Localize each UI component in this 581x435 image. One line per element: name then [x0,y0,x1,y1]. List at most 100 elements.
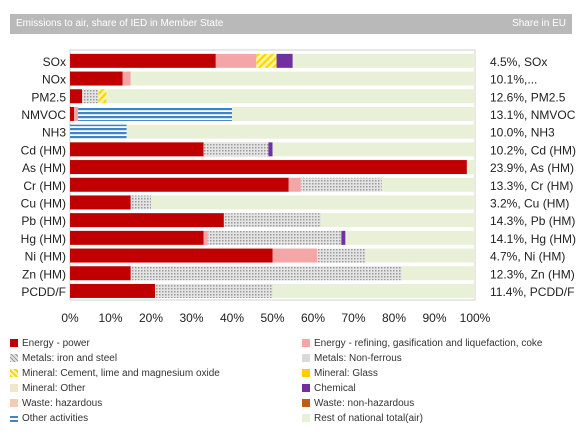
chart-header: Emissions to air, share of IED in Member… [10,14,572,34]
legend-swatch [302,354,310,362]
bar-segment [122,71,131,86]
legend-label: Waste: non-hazardous [314,398,415,409]
category-label: Zn (HM) [22,267,66,281]
stacked-bar-chart: SOx NOx PM2.5 NMVOC NH3 Cd (HM) As (HM) Cr (HM)… [21,49,576,325]
bars-layer [70,53,475,298]
share-label: 3.2%, Cu (HM) [490,196,569,210]
bar-segment [341,230,346,245]
bar-segment [70,230,204,245]
bar-segment [74,106,79,121]
category-label: Cd (HM) [21,143,66,157]
bar-segment [70,124,127,139]
bar-segment [151,195,475,210]
share-label: 4.7%, Ni (HM) [490,250,565,264]
bar-segment [70,266,131,281]
legend-item: Waste: hazardous [10,398,102,410]
legend-swatch [10,399,18,407]
bar-segment [292,53,475,68]
bar-segment [256,53,277,68]
legend-swatch [302,414,310,422]
legend-swatch [302,339,310,347]
category-label: NOx [42,73,66,87]
share-labels: 4.5%, SOx 10.1%,... 12.6%, PM2.5 13.1%, NMV… [490,55,576,299]
x-tick-label: 100% [460,311,491,325]
share-label: 12.3%, Zn (HM) [490,267,575,281]
bar-segment [215,53,257,68]
bar-segment [126,124,475,139]
legend-item: Mineral: Other [10,383,85,395]
bar-segment [402,266,475,281]
bar-segment [232,106,475,121]
share-label: 14.1%, Hg (HM) [490,232,576,246]
bar-segment [272,283,475,298]
legend-item: Mineral: Cement, lime and magnesium oxid… [10,368,220,380]
bar-segment [70,283,156,298]
bar-segment [70,248,273,263]
x-axis-ticks: 0% 10% 20% 30% 40% 50% 60% 70% 80% 90% 100% [61,311,490,325]
chart-title: Emissions to air, share of IED in Member… [16,18,224,29]
legend-swatch [302,399,310,407]
legend: Energy - power Energy - refining, gasific… [10,336,570,435]
legend-label: Energy - power [22,338,90,349]
bar-segment [466,160,475,175]
bar-segment [317,248,366,263]
category-label: Cu (HM) [21,196,66,210]
legend-item: Rest of national total(air) [302,413,423,425]
x-tick-label: 40% [220,311,244,325]
bar-segment [272,142,475,157]
bar-segment [70,106,75,121]
bar-segment [130,266,403,281]
x-tick-label: 90% [422,311,446,325]
bar-segment [82,89,99,104]
category-label: NMVOC [21,108,66,122]
share-label: 13.3%, Cr (HM) [490,179,573,193]
share-column-title: Share in EU [512,18,566,29]
legend-swatch [10,354,18,362]
legend-item: Energy - power [10,338,90,350]
legend-label: Metals: Non-ferrous [314,353,402,364]
x-tick-label: 60% [301,311,325,325]
category-labels: SOx NOx PM2.5 NMVOC NH3 Cd (HM) As (HM) Cr (HM)… [21,55,67,299]
category-label: SOx [43,55,66,69]
legend-label: Waste: hazardous [22,398,103,409]
category-label: Pb (HM) [21,214,66,228]
bar-segment [203,230,208,245]
bar-segment [207,230,342,245]
category-label: PM2.5 [31,90,66,104]
bar-segment [155,283,273,298]
share-label: 23.9%, As (HM) [490,161,574,175]
x-tick-label: 50% [260,311,284,325]
bar-segment [223,213,322,228]
legend-item: Waste: non-hazardous [302,398,414,410]
legend-item: Chemical [302,383,356,395]
legend-label: Rest of national total(air) [314,413,423,424]
x-tick-label: 70% [341,311,365,325]
bar-segment [70,213,224,228]
bar-segment [70,142,204,157]
bar-segment [381,177,475,192]
share-label: 10.2%, Cd (HM) [490,143,576,157]
category-label: Ni (HM) [25,250,66,264]
legend-label: Mineral: Cement, lime and magnesium oxid… [22,368,220,379]
category-label: NH3 [42,126,66,140]
bar-segment [70,177,289,192]
bar-segment [130,71,475,86]
bar-segment [203,142,269,157]
x-tick-label: 0% [61,311,79,325]
bar-segment [272,248,318,263]
share-label: 11.4%, PCDD/F [490,285,574,299]
legend-swatch [302,369,310,377]
x-tick-label: 10% [98,311,122,325]
bar-segment [98,89,107,104]
share-label: 14.3%, Pb (HM) [490,214,575,228]
share-label: 10.1%,... [490,73,537,87]
legend-label: Mineral: Glass [314,368,378,379]
bar-segment [106,89,475,104]
bar-segment [70,195,131,210]
category-label: As (HM) [22,161,66,175]
bar-segment [78,106,232,121]
legend-swatch [10,369,18,377]
legend-label: Metals: iron and steel [22,353,118,364]
x-tick-label: 30% [179,311,203,325]
bar-segment [276,53,293,68]
